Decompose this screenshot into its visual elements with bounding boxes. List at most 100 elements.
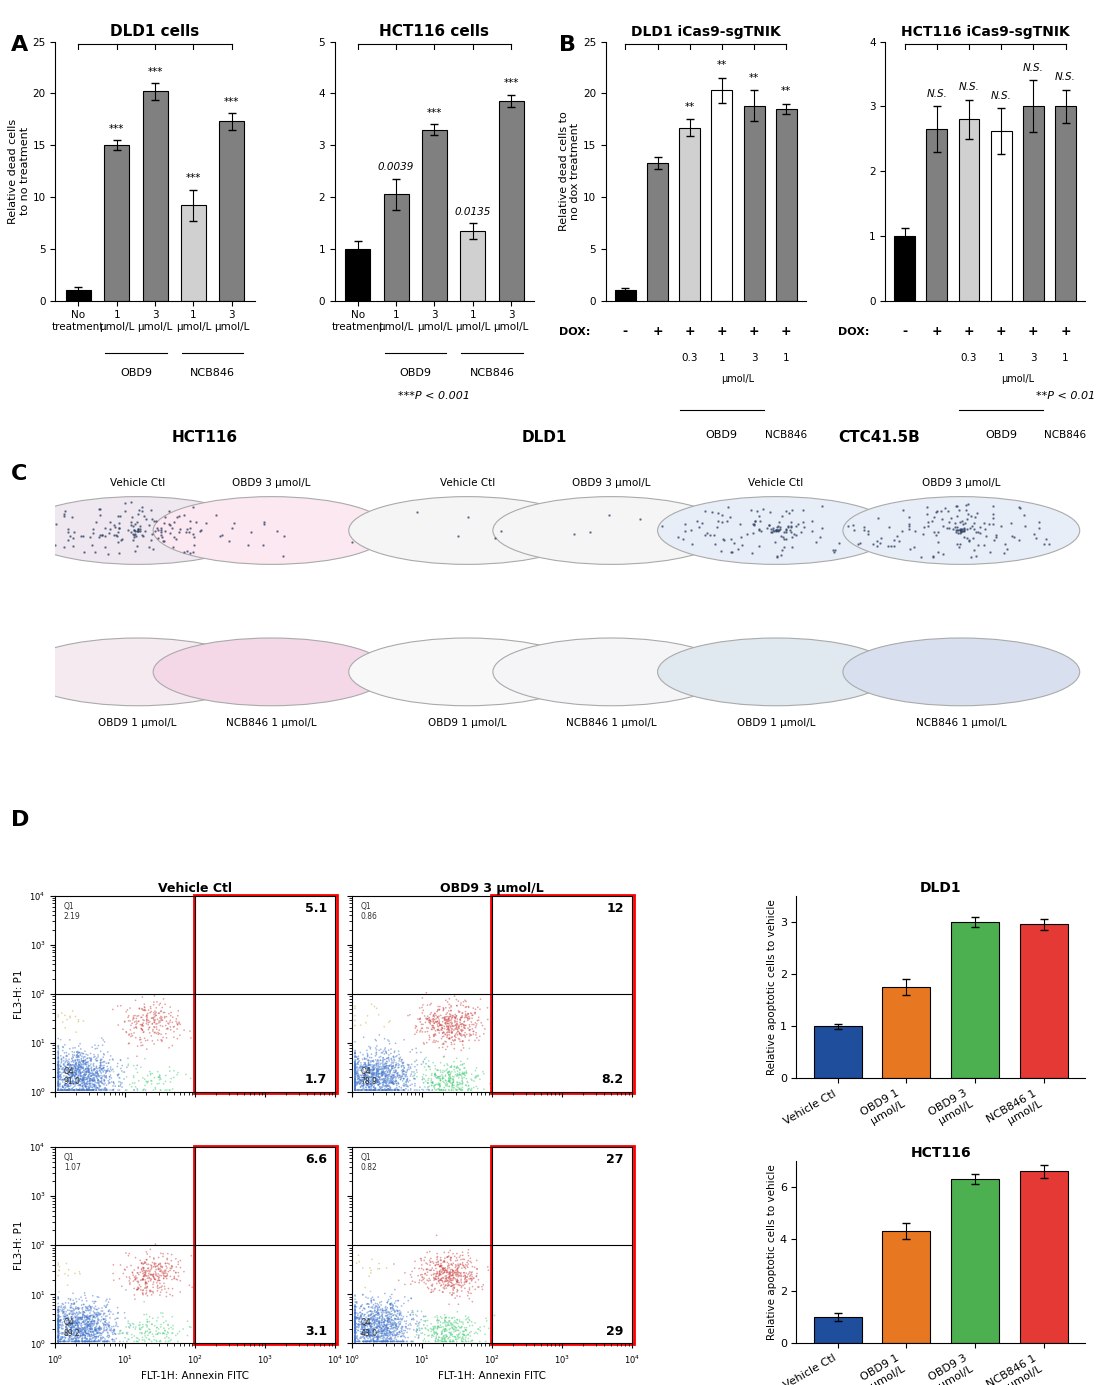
Point [86, 1319, 104, 1341]
Point [56, 1075, 74, 1097]
Point [379, 1073, 396, 1096]
Point [163, 1323, 180, 1345]
Point [445, 1319, 463, 1341]
Point [464, 1269, 482, 1291]
Point [414, 1321, 432, 1343]
Point [445, 1312, 463, 1334]
Point [360, 1062, 377, 1084]
Point [54, 1036, 72, 1058]
Point [475, 1078, 493, 1100]
Point [50, 1325, 68, 1348]
Point [436, 1260, 454, 1283]
Point [131, 1314, 148, 1337]
Point [463, 1003, 480, 1025]
Point [99, 1305, 116, 1327]
Point [79, 1079, 96, 1101]
Point [400, 1289, 417, 1312]
Point [354, 1321, 372, 1343]
Point [346, 1071, 364, 1093]
Point [459, 996, 477, 1018]
Point [446, 1018, 464, 1040]
Point [359, 1319, 376, 1341]
Point [80, 1060, 97, 1082]
Point [101, 1068, 118, 1090]
Point [63, 1331, 81, 1353]
Point [134, 1283, 152, 1305]
Point [116, 1302, 134, 1324]
Point [71, 1060, 89, 1082]
Point [100, 1327, 117, 1349]
Point [486, 1305, 504, 1327]
Point [146, 1269, 164, 1291]
Point [68, 1072, 85, 1094]
Point [125, 1066, 143, 1089]
Point [101, 1331, 118, 1353]
Point [85, 1058, 103, 1080]
Point [51, 1309, 69, 1331]
Point [81, 1314, 99, 1337]
Point [376, 1053, 394, 1075]
Point [50, 1316, 68, 1338]
Point [372, 1039, 390, 1061]
Point [86, 1325, 104, 1348]
Point [143, 1073, 161, 1096]
Point [75, 1312, 93, 1334]
Point [382, 1306, 400, 1328]
Point [91, 1316, 108, 1338]
Point [441, 1266, 458, 1288]
Point [156, 1252, 174, 1274]
Point [69, 1058, 86, 1080]
Point [151, 1022, 168, 1044]
Point [73, 1296, 91, 1319]
Point [65, 1323, 83, 1345]
Point [425, 1006, 443, 1028]
Point [377, 1075, 395, 1097]
Point [426, 1075, 444, 1097]
Point [346, 1066, 364, 1089]
Point [392, 1331, 410, 1353]
Point [457, 1309, 475, 1331]
Point [87, 1075, 105, 1097]
Point [348, 1296, 365, 1319]
Point [64, 1328, 82, 1350]
Point [50, 1331, 68, 1353]
Point [426, 1331, 444, 1353]
Point [383, 1069, 401, 1091]
Point [79, 1331, 96, 1353]
Point [346, 1058, 364, 1080]
Point [85, 1053, 103, 1075]
Point [137, 1249, 155, 1271]
Point [346, 1072, 364, 1094]
Point [182, 1316, 199, 1338]
Point [386, 1079, 404, 1101]
Point [349, 1048, 366, 1071]
Point [50, 1331, 68, 1353]
Point [458, 1003, 476, 1025]
Point [152, 1010, 169, 1032]
Point [61, 1312, 79, 1334]
Point [59, 1054, 76, 1076]
Point [71, 1313, 89, 1335]
Point [448, 1301, 466, 1323]
Point [418, 1265, 436, 1287]
Point [466, 1256, 484, 1278]
Point [54, 1036, 72, 1058]
Point [444, 1007, 462, 1029]
Point [65, 1079, 83, 1101]
Point [422, 1317, 439, 1339]
Point [136, 1251, 154, 1273]
Point [64, 1064, 82, 1086]
Point [391, 1079, 408, 1101]
Point [462, 1079, 479, 1101]
Point [73, 1076, 91, 1098]
Point [138, 1276, 156, 1298]
Point [447, 1320, 465, 1342]
Point [346, 1317, 364, 1339]
Point [364, 1306, 382, 1328]
Point [448, 1012, 466, 1035]
Point [142, 1281, 159, 1303]
Point [365, 1307, 383, 1330]
Point [62, 1314, 80, 1337]
Point [104, 1048, 122, 1071]
Point [92, 1066, 110, 1089]
